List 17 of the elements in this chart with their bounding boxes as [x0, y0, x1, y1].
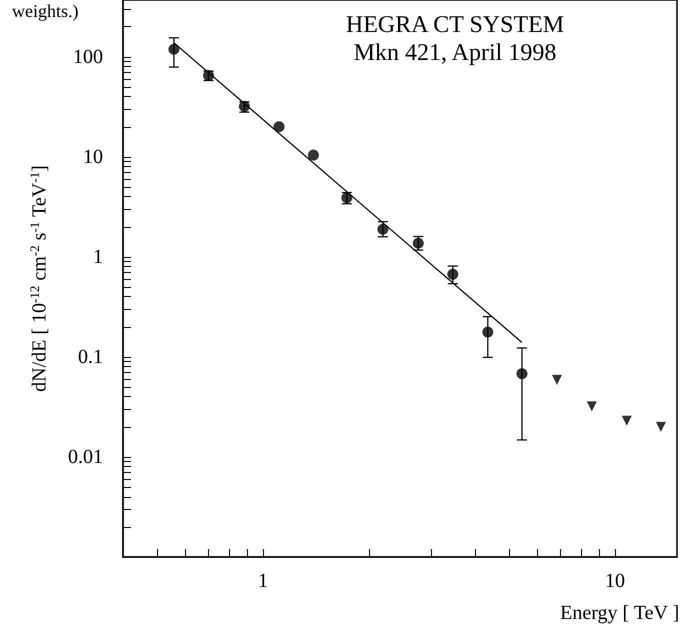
point — [516, 368, 528, 380]
text: dN/dE [ 10-12 cm-2 s-1 TeV-1] — [27, 165, 50, 392]
x-axis-title: Energy [ TeV ] — [560, 602, 680, 624]
y-tick-label: 0.1 — [78, 346, 103, 368]
text: HEGRA CT SYSTEM — [346, 12, 564, 38]
point — [447, 268, 458, 280]
point — [377, 224, 388, 235]
point — [274, 121, 285, 132]
y-tick-label: 100 — [73, 46, 103, 68]
y-tick-label: 1 — [93, 246, 103, 268]
y-tick-label: 10 — [83, 146, 103, 168]
point — [482, 326, 494, 338]
text: weights.) — [12, 1, 78, 21]
point — [308, 150, 319, 161]
y-tick-label: 0.01 — [68, 446, 103, 468]
point — [168, 44, 180, 55]
text: Mkn 421, April 1998 — [354, 40, 556, 66]
